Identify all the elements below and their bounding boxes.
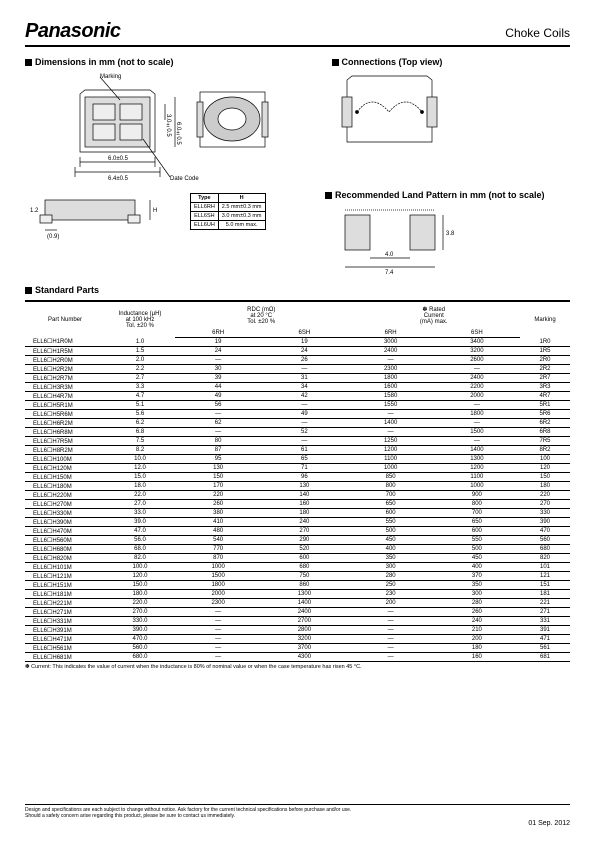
table-row: ELL6☐H121M120.01500750280370121 — [25, 572, 570, 581]
table-row: ELL6☐H150M15.0150968501100150 — [25, 473, 570, 482]
table-row: ELL6☐H180M18.01701308001000180 — [25, 482, 570, 491]
table-row: ELL6☐H2R7M2.73931180024002R7 — [25, 374, 570, 383]
table-row: ELL6☐H330M33.0380180600700330 — [25, 509, 570, 518]
table-row: ELL6☐H560M56.0540290450550560 — [25, 536, 570, 545]
table-row: ELL6☐H1R5M1.52424240032001R5 — [25, 347, 570, 356]
table-row: ELL6☐H390M39.0410240550650390 — [25, 518, 570, 527]
table-row: ELL6☐H820M82.0870600350450820 — [25, 554, 570, 563]
page-footer: Design and specifications are each subje… — [25, 804, 570, 827]
standard-parts-table: Part Number Inductance (µH) at 100 kHz T… — [25, 300, 570, 662]
table-row: ELL6☐H561M560.0—3700—180561 — [25, 644, 570, 653]
svg-text:6.0±0.5: 6.0±0.5 — [175, 122, 181, 145]
top-diagrams-row: Dimensions in mm (not to scale) Marking … — [25, 57, 570, 182]
table-row: ELL6☐H4R7M4.74942158020004R7 — [25, 392, 570, 401]
table-row: ELL6☐H391M390.0—2800—210391 — [25, 626, 570, 635]
svg-text:6.4±0.5: 6.4±0.5 — [108, 176, 129, 182]
table-row: ELL6☐H6R2M6.262—1400—6R2 — [25, 419, 570, 428]
page-header: Panasonic Choke Coils — [25, 20, 570, 47]
svg-text:4.0: 4.0 — [385, 252, 394, 258]
svg-text:3.8: 3.8 — [446, 231, 455, 237]
standard-parts-heading: Standard Parts — [25, 285, 570, 295]
land-pattern-heading: Recommended Land Pattern in mm (not to s… — [325, 190, 570, 200]
svg-text:Marking: Marking — [100, 74, 121, 80]
svg-text:(0.9): (0.9) — [47, 234, 59, 240]
svg-text:3.0±0.5: 3.0±0.5 — [165, 114, 171, 137]
land-pattern-diagram: 3.8 4.0 7.4 — [325, 205, 485, 275]
table-footnote: ✽ Current: This indicates the value of c… — [25, 664, 570, 670]
svg-text:1.2: 1.2 — [30, 208, 39, 214]
table-row: ELL6☐H271M270.0—2400—260271 — [25, 608, 570, 617]
table-row: ELL6☐H181M180.020001300230300181 — [25, 590, 570, 599]
table-row: ELL6☐H100M10.0956511001300100 — [25, 455, 570, 464]
page-title: Choke Coils — [505, 26, 570, 40]
table-row: ELL6☐H680M68.0770520400500680 — [25, 545, 570, 554]
table-row: ELL6☐H471M470.0—3200—200471 — [25, 635, 570, 644]
svg-text:Date Code: Date Code — [170, 176, 199, 182]
table-row: ELL6☐H221M220.023001400200280221 — [25, 599, 570, 608]
table-row: ELL6☐H8R2M8.28761120014008R2 — [25, 446, 570, 455]
type-height-table: TypeH ELL6RH2.5 mm±0.3 mm ELL6SH3.0 mm±0… — [190, 193, 266, 230]
table-row: ELL6☐H5R1M5.156—1550—5R1 — [25, 401, 570, 410]
table-row: ELL6☐H5R6M5.6—49—18005R6 — [25, 410, 570, 419]
table-row: ELL6☐H2R0M2.0—26—26002R0 — [25, 356, 570, 365]
brand-logo: Panasonic — [25, 20, 121, 43]
table-row: ELL6☐H6R8M6.8—52—15006R8 — [25, 428, 570, 437]
table-row: ELL6☐H151M150.01800860250350151 — [25, 581, 570, 590]
connections-heading: Connections (Top view) — [332, 57, 571, 67]
table-row: ELL6☐H681M680.0—4300—160681 — [25, 653, 570, 662]
table-row: ELL6☐H470M47.0480270500600470 — [25, 527, 570, 536]
dimensions-top-diagram: Marking Date Code 6.0±0.5 6.4±0.5 3.0±0.… — [25, 72, 305, 182]
svg-text:H: H — [153, 208, 157, 214]
table-row: ELL6☐H331M330.0—2700—240331 — [25, 617, 570, 626]
table-row: ELL6☐H3R3M3.34434160022003R3 — [25, 383, 570, 392]
table-row: ELL6☐H270M27.0260160650800270 — [25, 500, 570, 509]
table-row: ELL6☐H1R0M1.01919300034001R0 — [25, 338, 570, 347]
mid-row: H 1.2 (0.9) TypeH ELL6RH2.5 mm±0.3 mm EL… — [25, 190, 570, 275]
dimensions-heading: Dimensions in mm (not to scale) — [25, 57, 317, 67]
table-row: ELL6☐H220M22.0220140700900220 — [25, 491, 570, 500]
dimensions-side-diagram: H 1.2 (0.9) — [25, 190, 175, 240]
connections-diagram — [332, 72, 452, 157]
table-row: ELL6☐H120M12.01307110001200120 — [25, 464, 570, 473]
svg-text:6.0±0.5: 6.0±0.5 — [108, 156, 129, 162]
svg-text:7.4: 7.4 — [385, 270, 394, 275]
table-row: ELL6☐H2R2M2.230—2300—2R2 — [25, 365, 570, 374]
table-row: ELL6☐H7R5M7.580—1250—7R5 — [25, 437, 570, 446]
table-row: ELL6☐H101M100.01000680300400101 — [25, 563, 570, 572]
